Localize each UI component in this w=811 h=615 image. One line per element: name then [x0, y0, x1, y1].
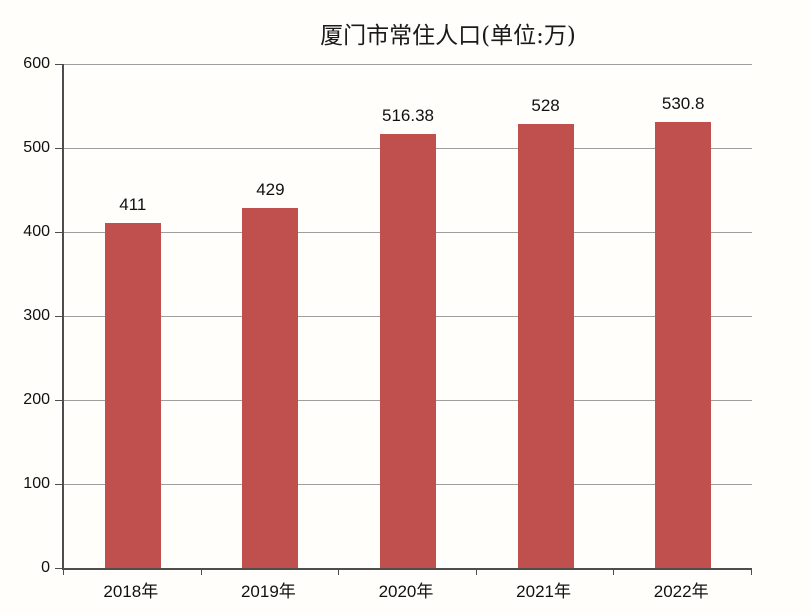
bar-slot: 516.38 [339, 64, 477, 568]
y-axis-tick [55, 316, 64, 317]
x-axis-label: 2022年 [653, 582, 709, 601]
bar-slot: 411 [64, 64, 202, 568]
bar [104, 222, 161, 568]
bar-slot: 530.8 [614, 64, 752, 568]
bar [379, 134, 436, 568]
x-axis-label: 2020年 [378, 582, 434, 601]
bar-value-label: 411 [119, 194, 147, 214]
bar [517, 124, 574, 568]
bar-value-label: 528 [531, 96, 560, 116]
x-axis-tick [751, 568, 752, 575]
bars-layer: 411 429 516.38 528 530.8 [64, 64, 752, 568]
bar-value-label: 530.8 [661, 94, 705, 114]
x-axis-label: 2021年 [516, 582, 571, 601]
x-axis-label: 2019年 [240, 582, 296, 601]
x-axis-tick [338, 568, 340, 575]
y-axis-tick-label: 500 [23, 139, 50, 156]
y-axis-tick [55, 568, 64, 569]
y-axis-tick-label: 400 [23, 223, 50, 240]
y-axis-tick [55, 400, 64, 402]
x-axis-tick [613, 568, 615, 575]
y-axis: 0 100 200 300 400 500 600 [0, 55, 50, 576]
bar-slot: 429 [202, 64, 340, 568]
gridline [64, 64, 752, 65]
plot-area: 411 429 516.38 528 530.8 [55, 64, 752, 575]
x-axis: 2018年 2019年 2020年 2021年 2022年 [62, 577, 750, 602]
chart-title: 厦门市常住人口(单位:万) [320, 23, 576, 49]
x-axis-label: 2018年 [103, 582, 159, 601]
y-axis-tick-label: 300 [23, 307, 50, 324]
y-axis-tick [55, 148, 64, 149]
y-axis-tick-label: 0 [41, 559, 50, 576]
bar-value-label: 516.38 [381, 106, 434, 126]
y-axis-tick-label: 100 [23, 475, 50, 492]
bar [655, 122, 712, 568]
y-axis-tick-label: 600 [23, 55, 50, 72]
bar-slot: 528 [477, 64, 615, 568]
y-axis-tick-label: 200 [23, 391, 50, 408]
bar [242, 207, 299, 568]
x-axis-tick [200, 568, 202, 575]
y-axis-tick [55, 64, 64, 65]
y-axis-tick [55, 232, 64, 234]
bar-value-label: 429 [256, 179, 285, 199]
x-axis-tick [63, 568, 64, 575]
x-axis-tick [475, 568, 477, 575]
y-axis-tick [55, 484, 64, 486]
